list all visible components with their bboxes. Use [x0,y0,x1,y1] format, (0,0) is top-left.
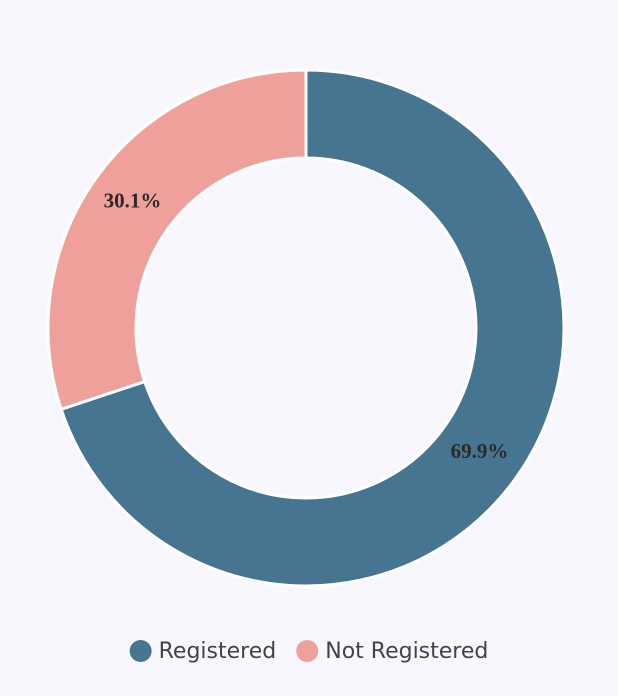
value-label: 30.1% [104,189,162,213]
donut-slice [59,68,566,588]
legend-marker [296,640,319,662]
legend-label: Registered [159,639,277,664]
value-label: 69.9% [451,439,509,463]
donut-slice [46,68,308,412]
legend-marker [129,640,152,662]
legend-label: Not Registered [325,639,488,664]
